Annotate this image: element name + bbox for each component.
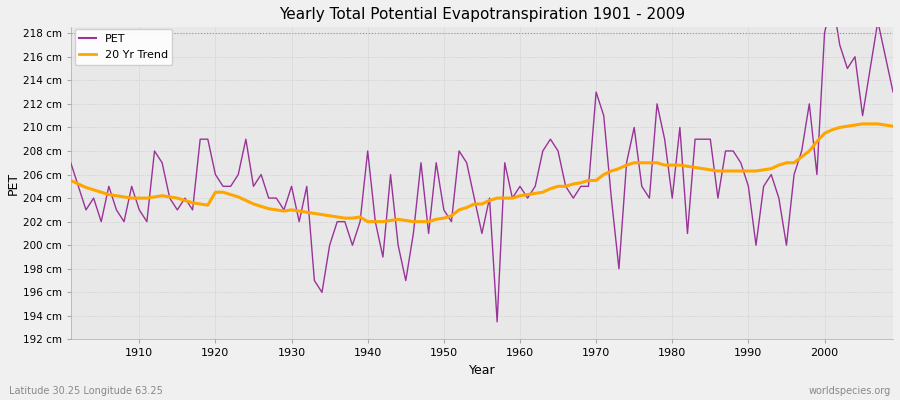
X-axis label: Year: Year xyxy=(469,364,495,377)
Text: worldspecies.org: worldspecies.org xyxy=(809,386,891,396)
Title: Yearly Total Potential Evapotranspiration 1901 - 2009: Yearly Total Potential Evapotranspiratio… xyxy=(279,7,685,22)
Legend: PET, 20 Yr Trend: PET, 20 Yr Trend xyxy=(75,29,173,65)
Y-axis label: PET: PET xyxy=(7,172,20,195)
Text: Latitude 30.25 Longitude 63.25: Latitude 30.25 Longitude 63.25 xyxy=(9,386,163,396)
